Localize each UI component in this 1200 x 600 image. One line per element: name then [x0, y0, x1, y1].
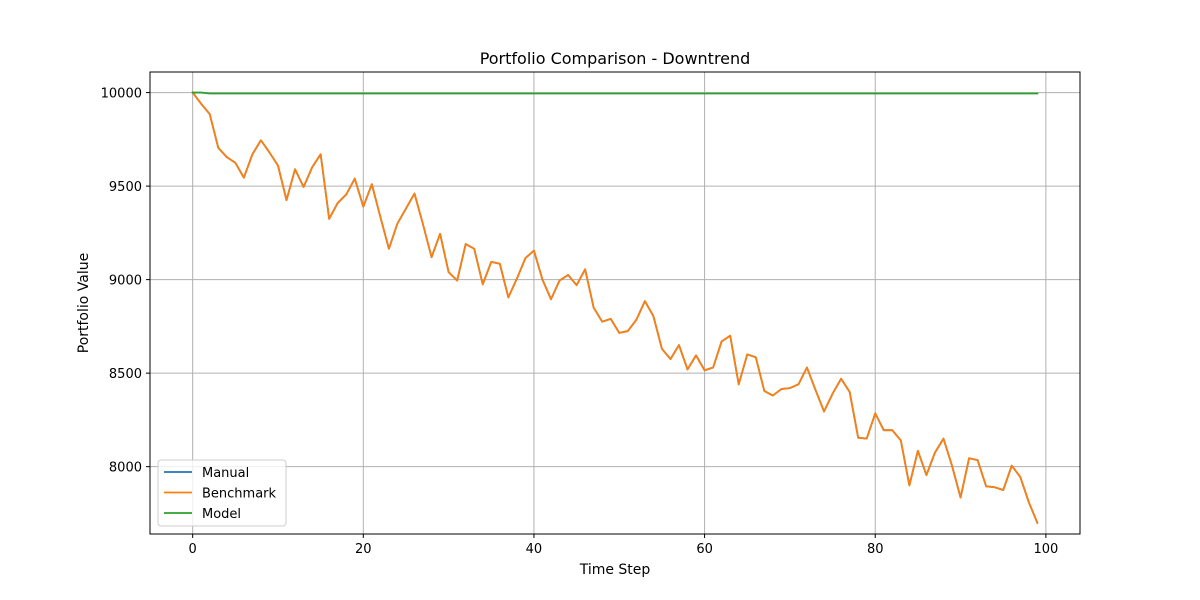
legend: Manual Benchmark Model — [157, 459, 287, 527]
y-tick-label: 9500 — [109, 180, 142, 195]
series-line-benchmark — [191, 91, 1039, 524]
x-tick-label: 20 — [355, 542, 372, 557]
series-lines — [191, 91, 1039, 524]
plot-frame — [149, 71, 1081, 535]
y-tick-label: 8500 — [109, 367, 142, 382]
axis-ticks: 0 20 40 60 80 100 8000 8500 9000 9500 10000 — [101, 87, 1059, 557]
x-tick-label: 0 — [189, 542, 197, 557]
x-tick-label: 40 — [526, 542, 543, 557]
x-tick-label: 80 — [867, 542, 884, 557]
y-tick-label: 10000 — [101, 87, 142, 102]
y-tick-label: 8000 — [109, 461, 142, 476]
legend-label-manual: Manual — [202, 466, 249, 481]
legend-label-benchmark: Benchmark — [202, 487, 277, 502]
chart-title: Portfolio Comparison - Downtrend — [480, 49, 751, 68]
legend-label-model: Model — [202, 507, 241, 522]
y-axis-label: Portfolio Value — [76, 253, 92, 354]
y-tick-label: 9000 — [109, 274, 142, 289]
series-line-model — [191, 91, 1039, 95]
x-tick-label: 60 — [696, 542, 713, 557]
x-tick-label: 100 — [1033, 542, 1058, 557]
grid-lines — [150, 72, 1080, 534]
x-axis-label: Time Step — [579, 562, 651, 578]
legend-box — [157, 459, 287, 527]
